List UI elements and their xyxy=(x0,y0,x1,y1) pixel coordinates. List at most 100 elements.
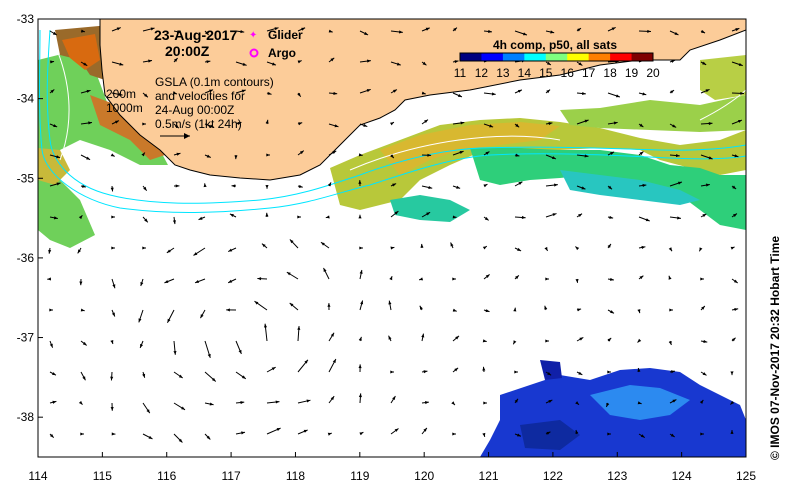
velocity-arrow-head xyxy=(140,282,144,286)
velocity-arrow-head xyxy=(482,246,487,250)
velocity-arrow-head xyxy=(51,372,56,376)
velocity-arrow-head xyxy=(173,350,177,355)
velocity-arrow-head xyxy=(452,277,456,281)
velocity-arrow-head xyxy=(193,252,198,256)
velocity-scale-arrow xyxy=(160,133,190,139)
velocity-arrow-head xyxy=(207,353,211,358)
velocity-arrow-head xyxy=(516,433,521,437)
velocity-arrow-head xyxy=(421,91,426,95)
velocity-arrow-head xyxy=(737,119,742,123)
velocity-arrow-head xyxy=(699,399,704,404)
argo-label: Argo xyxy=(268,46,296,60)
colorbar-segment xyxy=(460,53,482,61)
velocity-arrow-head xyxy=(47,277,52,281)
velocity-arrow-head xyxy=(459,151,464,154)
velocity-arrow-head xyxy=(452,215,457,219)
velocity-arrow-head xyxy=(546,61,551,65)
velocity-arrow-head xyxy=(456,185,461,189)
velocity-arrow-head xyxy=(702,61,707,65)
velocity-arrow-head xyxy=(114,120,119,124)
glider-icon: ✦ xyxy=(249,30,257,41)
x-tick-label: 119 xyxy=(350,469,369,483)
velocity-arrow-head xyxy=(482,432,486,437)
velocity-arrow-head xyxy=(257,277,262,281)
velocity-arrows xyxy=(47,26,744,443)
x-tick-label: 116 xyxy=(157,469,176,483)
x-tick-label: 125 xyxy=(736,469,756,483)
velocity-arrow-head xyxy=(637,309,641,314)
velocity-arrow-head xyxy=(359,246,363,250)
velocity-arrow-head xyxy=(240,400,245,405)
velocity-arrow-head xyxy=(645,218,650,222)
colorbar-tick-label: 12 xyxy=(475,66,489,80)
velocity-arrow-head xyxy=(708,121,713,126)
velocity-arrow-head xyxy=(150,27,155,31)
velocity-arrow-head xyxy=(366,89,371,93)
map-date: 23-Aug-2017 xyxy=(154,27,237,43)
velocity-arrow-head xyxy=(141,152,145,157)
velocity-arrow-head xyxy=(195,280,200,283)
velocity-arrow-head xyxy=(254,301,259,305)
velocity-arrow-head xyxy=(327,182,332,187)
velocity-arrow-head xyxy=(275,400,280,404)
velocity-arrow-head xyxy=(548,121,553,126)
velocity-arrow-head xyxy=(88,121,93,125)
velocity-arrow-head xyxy=(582,91,586,96)
velocity-arrow-head xyxy=(358,153,363,157)
velocity-arrow-head xyxy=(110,153,115,157)
velocity-arrow-head xyxy=(200,314,204,319)
velocity-arrow-head xyxy=(581,186,586,190)
velocity-arrow-head xyxy=(390,246,395,250)
velocity-arrow-head xyxy=(485,151,490,155)
velocity-arrow-head xyxy=(610,151,615,155)
velocity-arrow-head xyxy=(639,151,644,156)
velocity-arrow-head xyxy=(328,29,333,33)
velocity-arrow-head xyxy=(734,307,739,312)
velocity-arrow-head xyxy=(453,27,457,32)
velocity-arrow-head xyxy=(206,435,211,440)
velocity-arrow-head xyxy=(297,326,301,330)
velocity-arrow-head xyxy=(513,340,517,345)
velocity-arrow-head xyxy=(668,340,672,345)
velocity-arrow-head xyxy=(702,372,707,376)
velocity-arrow-head xyxy=(700,432,704,436)
velocity-arrow-head xyxy=(398,30,403,34)
velocity-arrow-head xyxy=(672,124,677,128)
velocity-arrow-head xyxy=(79,281,83,286)
velocity-arrow-head xyxy=(485,274,490,278)
x-tick-label: 115 xyxy=(93,469,112,483)
velocity-arrow-head xyxy=(297,215,301,219)
velocity-arrow-head xyxy=(327,303,331,307)
velocity-arrow-head xyxy=(489,124,494,128)
velocity-arrow-head xyxy=(267,91,272,95)
velocity-arrow-head xyxy=(358,336,362,341)
velocity-arrow-head xyxy=(452,432,456,436)
velocity-arrow-head xyxy=(390,154,394,159)
velocity-arrow-head xyxy=(332,358,336,363)
velocity-arrow-head xyxy=(425,401,429,405)
velocity-arrow-head xyxy=(142,246,146,250)
velocity-arrow-head xyxy=(392,89,397,93)
velocity-arrow-head xyxy=(111,246,115,250)
velocity-arrow-head xyxy=(360,300,364,305)
velocity-arrow-head xyxy=(483,184,488,188)
velocity-arrow-head xyxy=(607,243,611,248)
velocity-arrow-head xyxy=(388,300,392,305)
velocity-arrow-head xyxy=(143,186,147,191)
velocity-arrow-head xyxy=(228,279,233,283)
gsla-note-line1: GSLA (0.1m contours) xyxy=(155,75,274,89)
velocity-arrow-head xyxy=(735,28,740,32)
velocity-arrow-head xyxy=(111,215,115,219)
velocity-arrow-head xyxy=(420,243,424,248)
velocity-arrow-head xyxy=(174,124,179,129)
velocity-arrow-head xyxy=(488,29,492,34)
velocity-arrow-head xyxy=(647,29,651,33)
velocity-arrow-head xyxy=(323,267,327,272)
x-tick-label: 120 xyxy=(414,469,434,483)
velocity-arrow-head xyxy=(138,318,142,323)
velocity-arrow-head xyxy=(48,249,52,254)
velocity-arrow-head xyxy=(672,399,677,403)
velocity-arrow-head xyxy=(306,399,311,403)
colorbar-tick-label: 15 xyxy=(539,66,553,80)
velocity-arrow-head xyxy=(112,284,116,289)
